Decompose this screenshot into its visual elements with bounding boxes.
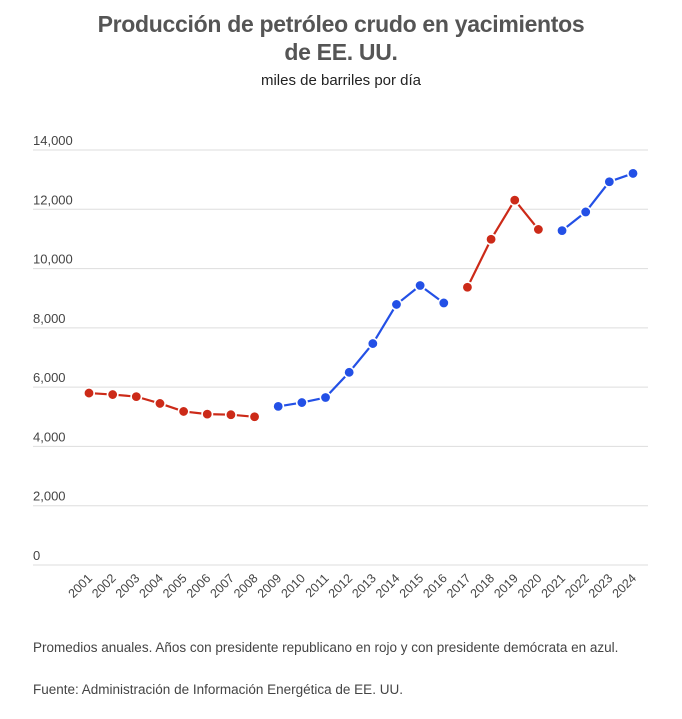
x-tick-label: 2010 [278, 571, 308, 601]
data-point [579, 205, 592, 218]
data-point [414, 279, 427, 292]
x-tick-label: 2004 [137, 571, 167, 601]
series-line [278, 284, 445, 408]
data-point [603, 175, 616, 188]
x-tick-label: 2008 [231, 571, 261, 601]
data-point [461, 281, 474, 294]
y-tick-label: 6,000 [33, 370, 66, 385]
data-point [248, 410, 261, 423]
data-point [366, 337, 379, 350]
chart-subtitle: miles de barriles por día [260, 72, 422, 89]
x-tick-label: 2013 [349, 571, 379, 601]
data-point [83, 387, 96, 400]
data-point [295, 396, 308, 409]
series-line [466, 198, 540, 288]
x-tick-label: 2003 [113, 571, 143, 601]
x-tick-label: 2020 [515, 571, 545, 601]
data-point [437, 296, 450, 309]
data-point [556, 224, 569, 237]
gridlines [33, 149, 648, 566]
chart-source: Fuente: Administración de Información En… [33, 682, 403, 697]
x-tick-label: 2017 [444, 571, 474, 601]
data-point [130, 390, 143, 403]
data-point [532, 223, 545, 236]
x-tick-label: 2001 [66, 571, 96, 601]
data-point [201, 408, 214, 421]
x-tick-label: 2006 [184, 571, 214, 601]
x-tick-label: 2014 [373, 571, 403, 601]
x-tick-label: 2018 [468, 571, 498, 601]
x-tick-label: 2022 [562, 571, 592, 601]
series-line [561, 172, 634, 232]
y-tick-label: 12,000 [33, 192, 73, 207]
y-tick-label: 4,000 [33, 429, 66, 444]
data-point [343, 366, 356, 379]
chart-note: Promedios anuales. Años con presidente r… [33, 640, 619, 655]
data-point [272, 400, 285, 413]
x-tick-label: 2009 [255, 571, 285, 601]
x-tick-label: 2007 [207, 571, 237, 601]
x-tick-label: 2015 [397, 571, 427, 601]
data-point [626, 167, 639, 180]
data-point [485, 233, 498, 246]
x-tick-label: 2016 [420, 571, 450, 601]
x-tick-label: 2011 [303, 571, 332, 600]
x-tick-label: 2005 [160, 571, 190, 601]
y-axis-ticks: 0 2,000 4,000 6,000 8,000 10,000 12,000 14,000 [33, 133, 73, 563]
y-tick-label: 0 [33, 548, 40, 563]
series-points [83, 167, 639, 423]
x-tick-label: 2012 [326, 571, 356, 601]
x-tick-label: 2019 [491, 571, 521, 601]
series-lines [88, 172, 634, 418]
y-tick-label: 14,000 [33, 133, 73, 148]
data-point [177, 405, 190, 418]
data-point [153, 397, 166, 410]
y-tick-label: 10,000 [33, 252, 73, 267]
x-tick-label: 2021 [539, 571, 569, 601]
chart-title-line2: de EE. UU. [284, 39, 398, 65]
data-point [106, 388, 119, 401]
x-axis-ticks: 2001200220032004200520062007200820092010… [66, 571, 640, 601]
chart-title-line1: Producción de petróleo crudo en yacimien… [97, 11, 585, 37]
data-point [508, 194, 521, 207]
data-point [390, 298, 403, 311]
data-point [224, 408, 237, 421]
x-tick-label: 2024 [610, 571, 640, 601]
y-tick-label: 8,000 [33, 311, 66, 326]
chart-title: Producción de petróleo crudo en yacimien… [0, 10, 682, 66]
data-point [319, 391, 332, 404]
x-tick-label: 2002 [89, 571, 119, 601]
y-tick-label: 2,000 [33, 489, 66, 504]
x-tick-label: 2023 [586, 571, 616, 601]
